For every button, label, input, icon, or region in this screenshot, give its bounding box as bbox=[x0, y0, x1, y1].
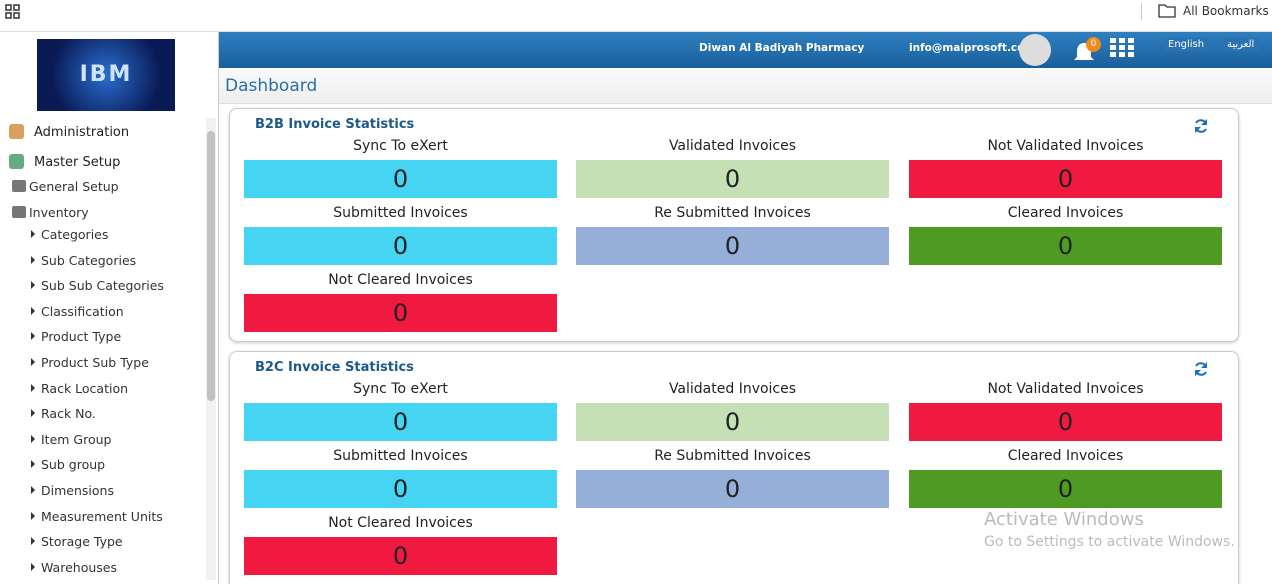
avatar[interactable] bbox=[1019, 34, 1051, 66]
caret bbox=[31, 434, 35, 443]
caret bbox=[31, 562, 35, 571]
menu-item[interactable]: Dimensions bbox=[41, 483, 114, 498]
stat-tile[interactable]: 0 bbox=[244, 160, 557, 198]
stat-tile[interactable]: 0 bbox=[909, 227, 1222, 265]
bookmarks[interactable]: All Bookmarks bbox=[1183, 4, 1269, 18]
apps-icon[interactable] bbox=[5, 4, 21, 20]
company: Diwan Al Badiyah Pharmacy bbox=[699, 42, 865, 54]
menu-icon bbox=[9, 124, 24, 139]
stat-tile[interactable]: 0 bbox=[576, 470, 889, 508]
logo: IBM bbox=[37, 39, 175, 111]
stat-panel: B2C Invoice Statistics Sync To eXert 0 Vali… bbox=[229, 351, 1239, 584]
caret bbox=[31, 281, 35, 290]
folder-icon bbox=[1158, 4, 1176, 18]
menu-item[interactable]: Classification bbox=[41, 303, 124, 319]
menu-icon bbox=[9, 154, 24, 169]
caret bbox=[31, 255, 35, 264]
scroll-thumb[interactable] bbox=[207, 131, 215, 401]
tile-label: Cleared Invoices bbox=[1007, 448, 1124, 464]
tile-label: Re Submitted Invoices bbox=[654, 205, 811, 221]
menu-item[interactable]: Sub group bbox=[41, 457, 106, 473]
stat-panel: B2B Invoice Statistics Sync To eXert 0 Vali… bbox=[229, 108, 1239, 342]
menu-icon bbox=[12, 206, 26, 218]
tile-label: Sync To eXert bbox=[353, 138, 448, 154]
tile-label: Validated Invoices bbox=[668, 381, 797, 397]
watermark-title: Activate Windows bbox=[984, 509, 1144, 530]
tile-label: Not Validated Invoices bbox=[987, 381, 1144, 397]
stat-tile[interactable]: 0 bbox=[244, 470, 557, 508]
notification-badge: 0 bbox=[1086, 37, 1101, 52]
language-arabic[interactable]: العربية bbox=[1222, 38, 1260, 51]
stat-tile[interactable]: 0 bbox=[909, 160, 1222, 198]
menu-group[interactable]: General Setup bbox=[29, 179, 119, 194]
stat-tile[interactable]: 0 bbox=[244, 294, 557, 332]
tile-label: Cleared Invoices bbox=[1007, 205, 1124, 221]
refresh-icon[interactable] bbox=[1193, 361, 1209, 377]
stat-tile[interactable]: 0 bbox=[576, 160, 889, 198]
title-bar bbox=[219, 68, 1272, 104]
tile-label: Re Submitted Invoices bbox=[654, 448, 811, 464]
caret bbox=[31, 511, 35, 520]
browser-bar bbox=[0, 0, 1272, 32]
caret bbox=[31, 460, 35, 469]
stat-tile[interactable]: 0 bbox=[909, 403, 1222, 441]
menu-item[interactable]: Storage Type bbox=[41, 534, 123, 550]
panel-title: B2B Invoice Statistics bbox=[255, 117, 415, 132]
refresh-icon[interactable] bbox=[1193, 118, 1209, 134]
caret bbox=[31, 383, 35, 392]
menu-section[interactable]: Master Setup bbox=[34, 155, 121, 170]
menu-item[interactable]: Sub Sub Categories bbox=[41, 278, 164, 294]
tile-label: Sync To eXert bbox=[353, 381, 448, 397]
menu-group[interactable]: Inventory bbox=[29, 205, 89, 220]
menu-item[interactable]: Product Type bbox=[41, 329, 122, 345]
tile-label: Submitted Invoices bbox=[333, 205, 468, 221]
tile-label: Not Cleared Invoices bbox=[328, 272, 473, 288]
menu-item[interactable]: Categories bbox=[41, 227, 109, 242]
caret bbox=[31, 358, 35, 366]
menu-item[interactable]: Item Group bbox=[41, 431, 112, 447]
tile-label: Submitted Invoices bbox=[333, 448, 468, 464]
caret bbox=[31, 409, 35, 418]
menu-icon bbox=[12, 180, 26, 192]
tile-label: Validated Invoices bbox=[668, 138, 797, 154]
stat-tile[interactable]: 0 bbox=[576, 403, 889, 441]
page-title: Dashboard bbox=[225, 76, 318, 96]
tile-label: Not Validated Invoices bbox=[987, 138, 1144, 154]
stat-tile[interactable]: 0 bbox=[244, 403, 557, 441]
menu-item[interactable]: Warehouses bbox=[41, 559, 117, 575]
caret bbox=[31, 486, 35, 494]
grid-icon[interactable] bbox=[1110, 38, 1134, 58]
tile-label: Not Cleared Invoices bbox=[328, 515, 473, 531]
stat-tile[interactable]: 0 bbox=[909, 470, 1222, 508]
menu-item[interactable]: Sub Categories bbox=[41, 252, 137, 268]
menu-item[interactable]: Rack No. bbox=[41, 406, 96, 422]
caret bbox=[31, 306, 35, 315]
watermark-subtitle: Go to Settings to activate Windows. bbox=[984, 534, 1235, 550]
stat-tile[interactable]: 0 bbox=[244, 227, 557, 265]
caret bbox=[31, 537, 35, 546]
caret bbox=[31, 230, 35, 238]
menu-section[interactable]: Administration bbox=[34, 125, 130, 140]
menu-item[interactable]: Rack Location bbox=[41, 380, 129, 396]
menu-item[interactable]: Measurement Units bbox=[41, 508, 163, 524]
panel-title: B2C Invoice Statistics bbox=[255, 360, 414, 375]
stat-tile[interactable]: 0 bbox=[576, 227, 889, 265]
email[interactable]: info@maiprosoft.com bbox=[909, 42, 1036, 54]
stat-tile[interactable]: 0 bbox=[244, 537, 557, 575]
language-english[interactable]: English bbox=[1163, 38, 1210, 51]
caret bbox=[31, 332, 35, 341]
sidebar bbox=[0, 32, 219, 584]
menu-item[interactable]: Product Sub Type bbox=[41, 355, 149, 370]
